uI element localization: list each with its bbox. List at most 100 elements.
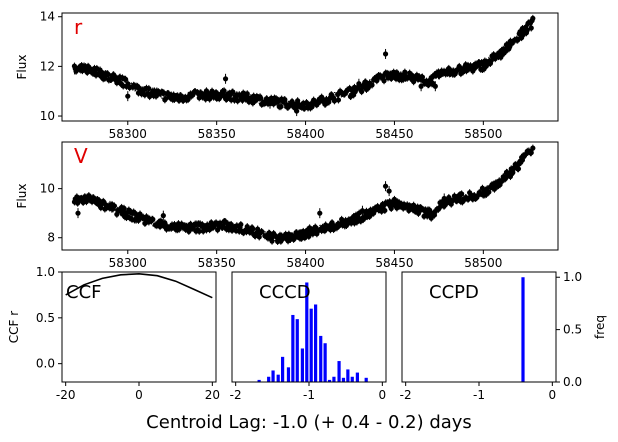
v-data-point [317, 210, 323, 216]
ccpd-bar [521, 277, 525, 382]
r-data-point [258, 95, 264, 101]
v-data-point [107, 203, 113, 209]
v-data-point [111, 203, 118, 209]
v-data-point [121, 205, 127, 211]
v-x-tick-label: 58300 [109, 256, 147, 270]
v-band-light-curve-panel: 58300 58350 58400 58450 58500 8 10 V Flux [15, 141, 559, 270]
r-x-tick-label: 58500 [464, 127, 502, 141]
v-data-point [196, 228, 202, 234]
r-y-tick-label: 14 [40, 10, 55, 24]
cccd-bar [309, 308, 313, 382]
cccd-bar [267, 376, 271, 382]
v-data-point [259, 228, 265, 235]
cccd-bar [346, 369, 350, 382]
r-data-point [163, 96, 169, 102]
r-data-point [432, 83, 438, 89]
ccf-y-tick-label: 0.5 [36, 311, 55, 325]
r-y-tick-label: 10 [40, 109, 55, 123]
cccd-bar [319, 335, 323, 382]
v-data-point [459, 191, 465, 197]
r-x-tick-label: 58300 [109, 127, 147, 141]
ccpd-y-tick-label: 1.0 [563, 270, 582, 284]
ccf-x-tick-label: 0 [135, 388, 143, 402]
v-data-point [382, 183, 389, 189]
r-y-tick-label: 12 [40, 59, 55, 73]
r-data-point [267, 101, 273, 107]
r-data-point [125, 93, 131, 99]
ccf-title: CCF [66, 282, 102, 303]
ccpd-y-axis-label: freq [593, 315, 607, 339]
r-data-point [369, 82, 375, 88]
cccd-panel: -2 -1 0 CCCD [230, 271, 387, 402]
cccd-x-tick-label: -1 [303, 388, 315, 402]
cccd-bar [295, 319, 299, 382]
r-x-tick-label: 58400 [286, 127, 324, 141]
v-band-label: V [74, 144, 88, 168]
ccpd-y-tick-label: 0.0 [563, 375, 582, 389]
cccd-bar [364, 377, 368, 382]
r-data-point [146, 85, 152, 92]
cccd-title: CCCD [259, 282, 311, 303]
r-data-point [381, 78, 387, 84]
r-data-point [105, 71, 111, 77]
r-data-point [230, 89, 236, 95]
cccd-bar [314, 304, 318, 382]
cccd-bar [300, 348, 304, 382]
v-y-tick-label: 8 [47, 231, 55, 245]
ccf-y-axis-label: CCF r [7, 311, 21, 343]
r-data-point [382, 51, 389, 57]
r-data-point [278, 104, 284, 110]
r-data-point [356, 81, 362, 87]
r-data-point [123, 76, 129, 82]
v-data-point [162, 220, 168, 226]
v-data-point [427, 210, 433, 216]
r-panel-y-axis-label: Flux [15, 55, 29, 80]
v-data-point [255, 226, 261, 232]
cccd-bar [355, 372, 359, 382]
centroid-lag-caption: Centroid Lag: -1.0 (+ 0.4 - 0.2) days [146, 412, 472, 433]
cccd-x-tick-label: -2 [230, 388, 242, 402]
v-x-tick-label: 58400 [286, 256, 324, 270]
v-data-point [160, 213, 166, 219]
cccd-bar [323, 343, 327, 382]
v-data-point [269, 238, 275, 244]
r-x-tick-label: 58450 [375, 127, 413, 141]
r-data-point [221, 88, 227, 94]
ccpd-y-tick-label: 0.5 [563, 323, 582, 337]
ccpd-title: CCPD [429, 282, 479, 303]
v-x-tick-label: 58500 [464, 256, 502, 270]
ccf-x-tick-label: -20 [56, 388, 76, 402]
v-panel-y-axis-label: Flux [15, 184, 29, 209]
cccd-bar [276, 374, 280, 382]
ccpd-x-tick-label: -2 [400, 388, 412, 402]
ccpd-x-tick-label: -1 [473, 388, 485, 402]
cccd-bar [281, 356, 285, 382]
cccd-bar [350, 376, 354, 382]
r-data-point [331, 98, 338, 104]
cccd-bar [305, 282, 309, 382]
cccd-bar [327, 379, 332, 382]
v-data-point [150, 216, 156, 222]
r-data-point [530, 15, 536, 21]
cccd-bar [286, 367, 291, 382]
ccpd-x-tick-label: 0 [549, 388, 557, 402]
r-data-point [294, 108, 300, 114]
v-data-point [515, 166, 522, 172]
r-band-light-curve-panel: 58300 58350 58400 58450 58500 10 12 14 r Flux [15, 10, 559, 141]
r-band-label: r [74, 15, 83, 39]
r-data-point [524, 27, 530, 33]
ccf-y-tick-label: 0.0 [36, 357, 55, 371]
v-data-point [441, 195, 447, 202]
cccd-bar [291, 314, 295, 382]
r-data-point [335, 97, 342, 103]
cccd-bar [257, 379, 261, 382]
r-data-point [222, 76, 229, 82]
r-data-point [402, 69, 408, 75]
r-data-point [359, 89, 365, 95]
v-data-point [359, 208, 366, 214]
ccpd-panel: -2 -1 0 0.0 0.5 1.0 CCPD freq [400, 270, 607, 402]
v-data-point [486, 189, 492, 195]
v-data-point [75, 210, 81, 216]
cccd-bar [341, 377, 346, 382]
r-x-tick-label: 58350 [198, 127, 236, 141]
